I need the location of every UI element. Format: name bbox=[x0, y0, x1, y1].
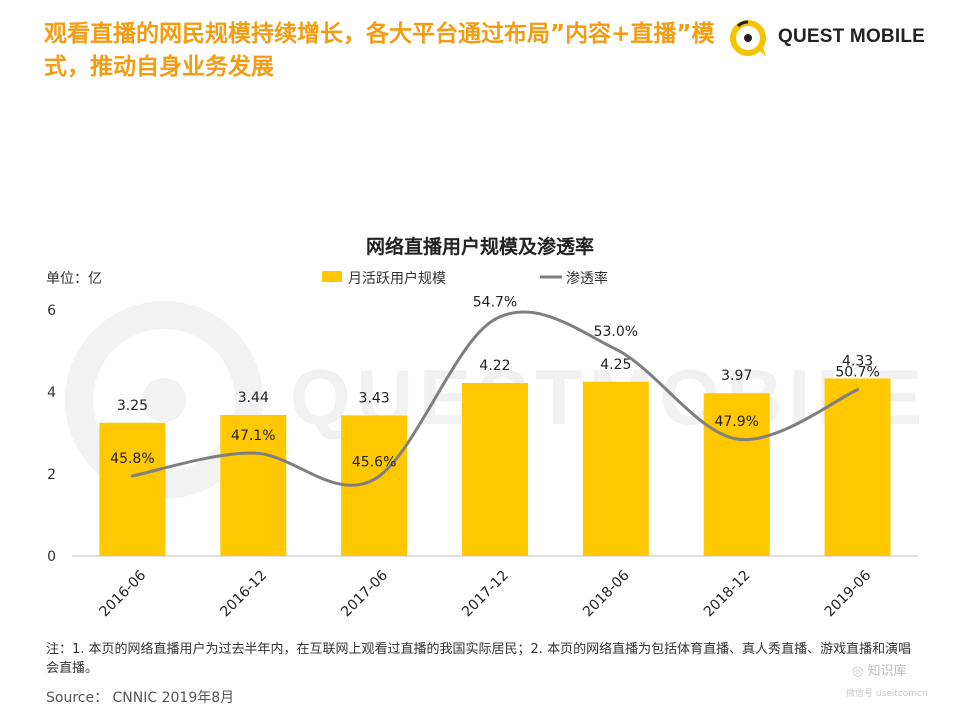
bar-value-label: 3.44 bbox=[238, 390, 269, 406]
legend-swatch-bars bbox=[322, 271, 342, 282]
source-line: Source： CNNIC 2019年8月 bbox=[46, 690, 235, 706]
penetration-point bbox=[856, 388, 860, 392]
questmobile-logo: QUEST MOBILE bbox=[726, 16, 926, 60]
footnote: 注：1. 本页的网络直播用户为过去半年内，在互联网上观看过直播的我国实际居民；2… bbox=[46, 642, 912, 676]
corner-label: ◎ 知识库 bbox=[852, 660, 907, 679]
penetration-point bbox=[493, 317, 497, 321]
page-headline: 观看直播的网民规模持续增长，各大平台通过布局”内容+直播”模式，推动自身业务发展 bbox=[44, 21, 715, 80]
x-tick-label: 2018-06 bbox=[580, 567, 633, 620]
penetration-point bbox=[614, 347, 618, 351]
bar bbox=[703, 393, 770, 556]
wechat-icon: ◎ bbox=[852, 664, 864, 679]
y-tick-label: 0 bbox=[47, 549, 56, 565]
penetration-point bbox=[372, 477, 376, 481]
penetration-value-label: 50.7% bbox=[835, 365, 879, 381]
penetration-value-label: 47.9% bbox=[714, 414, 758, 430]
chart-title: 网络直播用户规模及渗透率 bbox=[365, 236, 594, 258]
x-tick-label: 2019-06 bbox=[822, 567, 875, 620]
bar bbox=[582, 381, 649, 556]
penetration-value-label: 45.8% bbox=[110, 451, 154, 467]
x-tick-label: 2018-12 bbox=[701, 568, 754, 621]
bar bbox=[99, 422, 166, 556]
penetration-point bbox=[251, 451, 255, 455]
bar-value-label: 3.25 bbox=[117, 398, 148, 414]
bar bbox=[824, 378, 891, 556]
penetration-value-label: 47.1% bbox=[231, 428, 275, 444]
penetration-value-label: 54.7% bbox=[473, 294, 517, 310]
questmobile-logo-icon bbox=[730, 20, 766, 56]
y-tick-label: 2 bbox=[47, 467, 56, 483]
x-tick-label: 2016-06 bbox=[97, 567, 150, 620]
y-tick-label: 6 bbox=[47, 303, 56, 319]
bar-value-label: 4.22 bbox=[479, 358, 510, 374]
brand-name: QUEST MOBILE bbox=[778, 26, 926, 47]
legend-label-bars: 月活跃用户规模 bbox=[348, 271, 446, 287]
legend-label-line: 渗透率 bbox=[566, 271, 608, 287]
penetration-value-label: 53.0% bbox=[594, 324, 638, 340]
corner-label-text: 知识库 bbox=[867, 664, 907, 679]
x-tick-label: 2017-06 bbox=[338, 567, 391, 620]
bar-value-label: 3.43 bbox=[359, 390, 390, 406]
bar-value-label: 3.97 bbox=[721, 368, 752, 384]
penetration-value-label: 45.6% bbox=[352, 454, 396, 470]
bar bbox=[220, 414, 287, 556]
y-tick-label: 4 bbox=[47, 385, 56, 401]
penetration-point bbox=[735, 437, 739, 441]
corner-sub-label: 微信号 useitcomcn bbox=[846, 689, 928, 699]
bar-value-label: 4.33 bbox=[842, 353, 873, 369]
legend-swatch-line bbox=[540, 275, 562, 279]
penetration-point bbox=[130, 474, 134, 478]
x-tick-label: 2016-12 bbox=[217, 568, 270, 621]
bar-value-label: 4.25 bbox=[600, 357, 631, 373]
x-tick-label: 2017-12 bbox=[459, 568, 512, 621]
bar bbox=[462, 382, 528, 556]
unit-label: 单位：亿 bbox=[46, 271, 102, 287]
